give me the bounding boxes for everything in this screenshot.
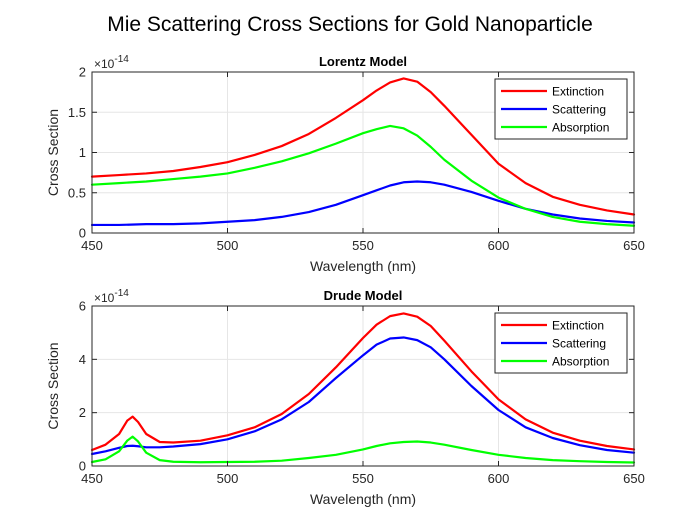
figure-title: Mie Scattering Cross Sections for Gold N… [107,13,593,36]
y-tick-label: 0.5 [68,185,86,200]
x-tick-label: 550 [352,471,374,486]
y-exponent-base: ×10 [94,57,115,71]
legend-label-scattering: Scattering [552,337,606,351]
legend-label-extinction: Extinction [552,85,604,99]
y-exponent-power: -14 [114,288,129,299]
y-tick-label: 6 [79,299,86,314]
legend-label-extinction: Extinction [552,319,604,333]
drude-legend: Extinction Scattering Absorption [494,312,628,374]
y-exponent-label: ×10-14 [94,288,129,305]
y-tick-label: 2 [79,405,86,420]
x-tick-label: 450 [81,471,103,486]
series-line-absorption [90,124,636,227]
x-tick-label: 650 [623,238,645,253]
drude-model-panel: 450 500 550 600 650 0 2 4 6 ×10-14 Drude Model Wave… [45,288,645,507]
x-tick-label: 650 [623,471,645,486]
legend-label-absorption: Absorption [552,355,609,369]
axes-title: Drude Model [324,288,403,303]
y-tick-label: 0 [79,226,86,241]
legend-label-scattering: Scattering [552,103,606,117]
x-tick-label: 500 [217,471,239,486]
lorentz-legend: Extinction Scattering Absorption [494,78,628,140]
series-line-absorption [90,435,636,464]
x-tick-label: 450 [81,238,103,253]
lorentz-model-panel: 450 500 550 600 650 0 0.5 1 1.5 2 ×10-14 Lorentz Mo… [45,54,645,274]
x-axis-label: Wavelength (nm) [310,258,416,274]
y-tick-label: 2 [79,65,86,80]
y-tick-label: 1 [79,145,86,160]
y-exponent-power: -14 [114,54,129,65]
y-axis-label: Cross Section [45,109,61,196]
y-tick-label: 4 [79,352,86,367]
x-tick-label: 600 [488,238,510,253]
x-tick-label: 550 [352,238,374,253]
x-tick-label: 600 [488,471,510,486]
y-tick-label: 1.5 [68,105,86,120]
series-line-scattering [90,336,636,456]
y-exponent-label: ×10-14 [94,54,129,71]
x-tick-label: 500 [217,238,239,253]
axes-title: Lorentz Model [319,54,407,69]
series-line-extinction [90,312,636,452]
y-exponent-base: ×10 [94,291,115,305]
y-tick-label: 0 [79,459,86,474]
legend-label-absorption: Absorption [552,121,609,135]
x-axis-label: Wavelength (nm) [310,491,416,507]
y-axis-label: Cross Section [45,342,61,429]
series-line-extinction [90,77,636,216]
